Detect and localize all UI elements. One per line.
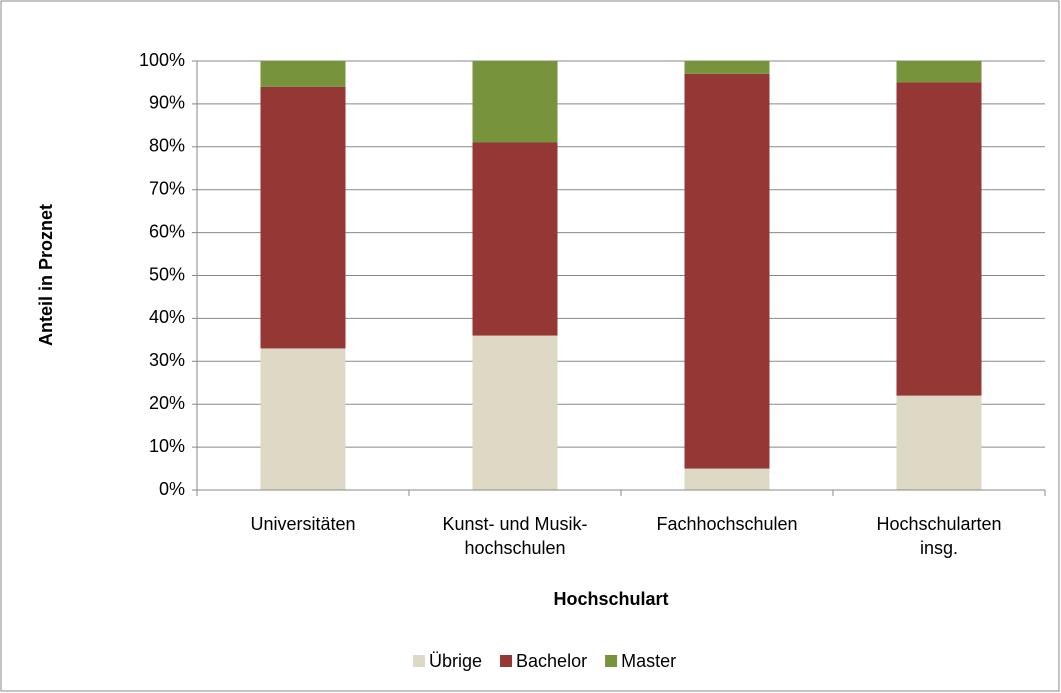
bar-segment	[260, 348, 346, 490]
legend-swatch	[413, 655, 425, 667]
legend-label: Master	[621, 651, 676, 671]
bar-segment	[896, 82, 982, 396]
legend-swatch	[500, 655, 513, 667]
bar-segment	[684, 468, 770, 490]
y-axis-title: Anteil in Proznet	[36, 204, 56, 346]
y-tick-label: 70%	[149, 178, 185, 198]
bar-segment	[260, 86, 346, 349]
x-tick-label: Kunst- und Musik- hochschulen	[442, 514, 588, 558]
y-tick-label: 20%	[149, 393, 185, 413]
bar-segment	[896, 61, 982, 83]
bar-segment	[472, 142, 558, 336]
bar-segment	[684, 73, 770, 469]
legend-swatch	[605, 655, 618, 667]
y-tick-label: 80%	[149, 136, 185, 156]
y-tick-label: 40%	[149, 307, 185, 327]
y-tick-label: 50%	[149, 264, 185, 284]
x-tick-label: Universitäten	[250, 514, 356, 534]
y-tick-label: 0%	[159, 479, 185, 499]
y-tick-label: 100%	[139, 50, 185, 70]
bar-segment	[896, 395, 982, 490]
legend-label: Bachelor	[516, 651, 587, 671]
y-tick-label: 90%	[149, 93, 185, 113]
y-tick-label: 10%	[149, 436, 185, 456]
y-tick-label: 30%	[149, 350, 185, 370]
bar-segment	[684, 61, 770, 74]
x-tick-label: Fachhochschulen	[656, 514, 798, 534]
bar-segment	[472, 61, 558, 143]
legend-label: Übrige	[429, 651, 482, 671]
x-axis-title: Hochschulart	[553, 589, 668, 609]
x-tick-label: Hochschularten insg.	[876, 514, 1002, 558]
bar-segment	[260, 61, 346, 87]
y-tick-label: 60%	[149, 221, 185, 241]
bar-segment	[472, 335, 558, 490]
